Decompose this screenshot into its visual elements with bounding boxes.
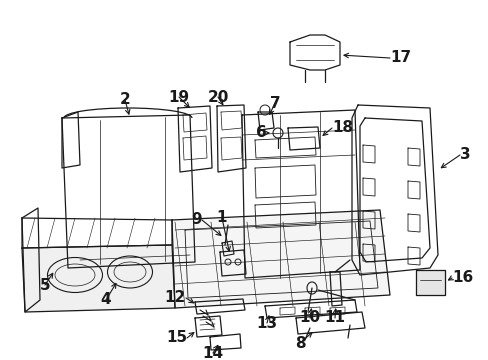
Text: 1: 1 <box>216 211 227 225</box>
Polygon shape <box>415 270 444 295</box>
Text: 17: 17 <box>389 50 410 66</box>
Text: 3: 3 <box>459 148 469 162</box>
Text: 2: 2 <box>120 93 130 108</box>
Polygon shape <box>172 210 389 308</box>
Text: 19: 19 <box>168 90 189 104</box>
Text: 5: 5 <box>40 278 50 292</box>
Text: 7: 7 <box>269 95 280 111</box>
Text: 6: 6 <box>256 126 266 140</box>
Text: 14: 14 <box>202 346 223 360</box>
Text: 18: 18 <box>331 121 352 135</box>
Text: 12: 12 <box>164 291 185 306</box>
Text: 16: 16 <box>451 270 472 285</box>
Text: 8: 8 <box>294 336 305 351</box>
Text: 20: 20 <box>207 90 228 104</box>
Text: 11: 11 <box>324 310 345 325</box>
Text: 9: 9 <box>191 212 202 228</box>
Text: 15: 15 <box>165 330 186 346</box>
Text: 10: 10 <box>299 310 320 325</box>
Polygon shape <box>22 245 175 312</box>
Text: 13: 13 <box>256 315 277 330</box>
Text: 4: 4 <box>101 292 111 307</box>
